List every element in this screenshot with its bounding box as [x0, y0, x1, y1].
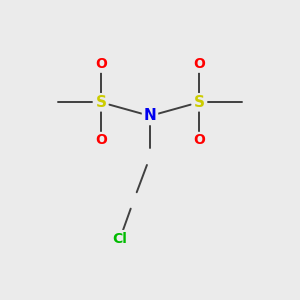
Text: O: O: [193, 57, 205, 71]
Text: O: O: [95, 57, 107, 71]
Text: O: O: [193, 134, 205, 148]
Text: S: S: [194, 95, 205, 110]
Text: N: N: [144, 108, 156, 123]
Text: S: S: [95, 95, 106, 110]
Text: O: O: [95, 134, 107, 148]
Text: Cl: Cl: [112, 232, 128, 246]
